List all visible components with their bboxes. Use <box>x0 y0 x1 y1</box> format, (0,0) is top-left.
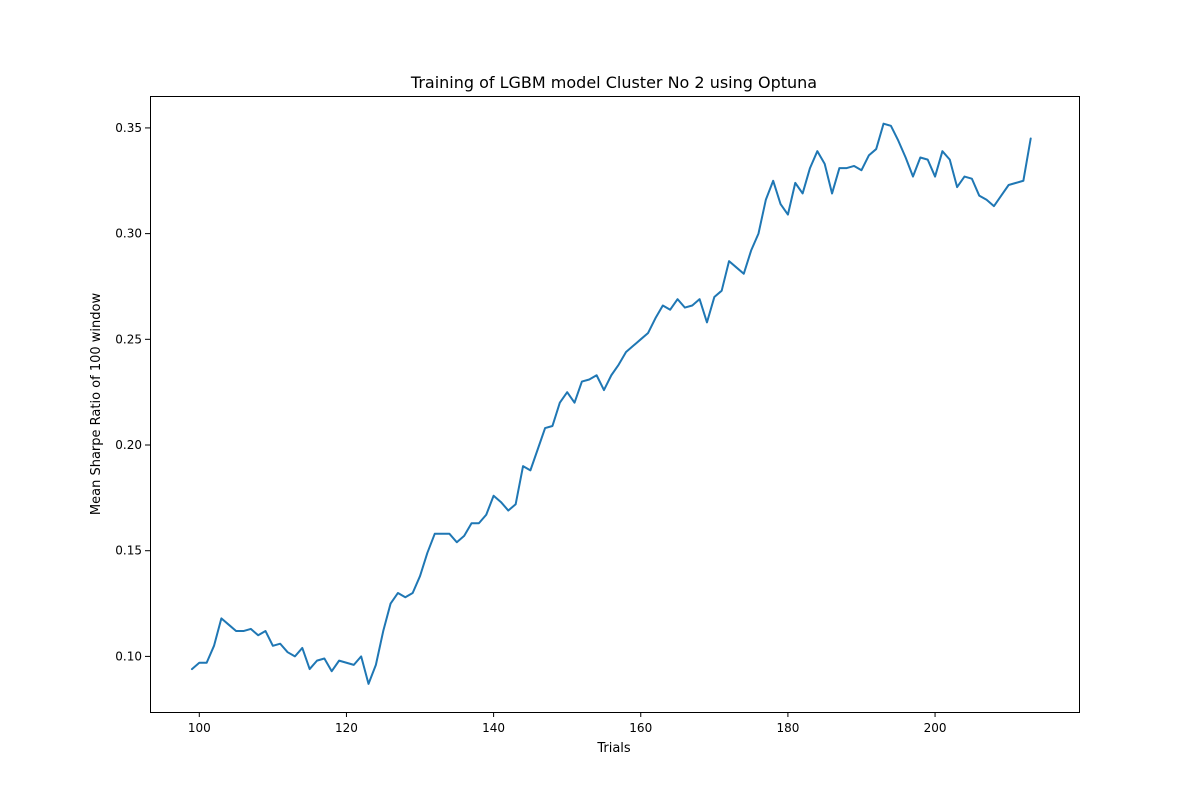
y-tick-label: 0.35 <box>115 121 142 135</box>
chart-title: Training of LGBM model Cluster No 2 usin… <box>410 73 817 92</box>
x-tick-label: 100 <box>188 721 211 735</box>
plot-area <box>190 122 1032 685</box>
y-tick-label: 0.15 <box>115 544 142 558</box>
x-tick-label: 140 <box>482 721 505 735</box>
x-axis: 100 120 140 160 180 200 <box>188 712 947 735</box>
x-axis-label: Trials <box>596 741 631 756</box>
x-tick-label: 120 <box>335 721 358 735</box>
y-axis: 0.10 0.15 0.20 0.25 0.30 0.35 <box>115 121 150 663</box>
x-tick-label: 180 <box>776 721 799 735</box>
y-tick-label: 0.20 <box>115 438 142 452</box>
y-tick-label: 0.25 <box>115 332 142 346</box>
x-tick-label: 160 <box>629 721 652 735</box>
series-line <box>190 122 1032 685</box>
y-tick-label: 0.10 <box>115 649 142 663</box>
x-tick-label: 200 <box>924 721 947 735</box>
y-tick-label: 0.30 <box>115 227 142 241</box>
y-axis-label: Mean Sharpe Ratio of 100 window <box>89 293 104 516</box>
plot-frame <box>150 96 1080 713</box>
